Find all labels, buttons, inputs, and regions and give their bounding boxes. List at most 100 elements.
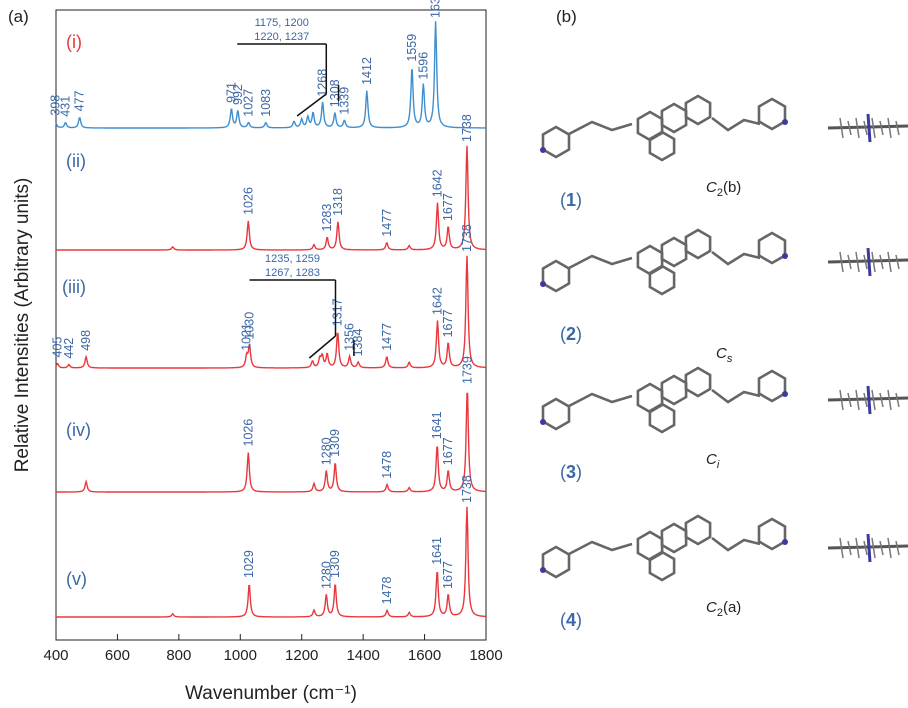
molecule-structure [540, 366, 788, 434]
x-axis-ticks: 400 600 800 1000 1200 1400 1600 1800 [43, 634, 503, 664]
peak-label: 1318 [331, 188, 345, 216]
molecule-ring [757, 517, 787, 551]
nitrogen-atom [782, 253, 788, 259]
side-view-atom [871, 389, 876, 411]
molecule-ring [636, 382, 664, 414]
molecule-structure [540, 228, 788, 296]
panel-b-label: (b) [556, 7, 577, 26]
peak-label: 1677 [441, 437, 455, 465]
side-view-atom [839, 537, 844, 559]
side-view-atom [887, 251, 892, 273]
spectrum-line-4 [56, 392, 486, 493]
molecule-ring [541, 397, 571, 431]
molecule-bond [568, 540, 633, 556]
side-view-atom [839, 251, 844, 273]
peak-label: 405 [51, 337, 65, 358]
molecule-ring [660, 374, 688, 406]
peak-label: 1021 [240, 323, 254, 351]
molecule-structure [540, 94, 788, 162]
group-bracket [308, 335, 336, 359]
nitrogen-atom [782, 539, 788, 545]
x-axis-label: Wavenumber (cm⁻¹) [185, 683, 357, 704]
molecule-structure [540, 514, 788, 582]
side-view-atom [839, 389, 844, 411]
molecule-number-value: 4 [566, 610, 576, 630]
molecule-panel: (1) C2(b) (2) Cs (3) Ci (4) C2(a) [540, 94, 908, 630]
molecule-ring [541, 125, 571, 159]
molecule-ring [541, 259, 571, 293]
peak-label: 1384 [351, 329, 365, 357]
peak-label: 1559 [405, 34, 419, 62]
plot-frame [55, 9, 487, 641]
molecule-number-value: 1 [566, 190, 576, 210]
molecule-ring [684, 514, 712, 546]
peak-label: 1083 [259, 89, 273, 117]
series-label: (iii) [62, 277, 86, 297]
group-label: 1220, 1237 [254, 31, 309, 43]
molecule-bond [711, 250, 761, 266]
peak-label: 1027 [242, 89, 256, 117]
side-view-atom [895, 120, 900, 136]
side-view-atom [839, 117, 844, 139]
peak-label: 442 [62, 338, 76, 359]
peak-label: 971 [224, 82, 238, 103]
molecule-side-view [827, 113, 908, 143]
peak-label: 1641 [430, 411, 444, 439]
side-view-atom [847, 392, 852, 408]
peak-label: 1738 [460, 475, 474, 503]
peak-label: 1642 [431, 169, 445, 197]
side-view-atom [879, 254, 884, 270]
spectrum-line-1 [55, 21, 486, 129]
side-view-atom [855, 117, 860, 139]
molecule-ring [648, 402, 676, 434]
nitrogen-atom [540, 281, 546, 287]
peak-label: 1478 [380, 577, 394, 605]
side-view-atom [879, 540, 884, 556]
molecule-ring [636, 244, 664, 276]
peak-label: 477 [73, 90, 87, 111]
peak-label: 1029 [242, 550, 256, 578]
molecule-ring [757, 97, 787, 131]
side-view-atom [887, 117, 892, 139]
series-label: (iv) [66, 420, 91, 440]
peak-label: 1280 [319, 437, 333, 465]
peak-label: 498 [79, 330, 93, 351]
spectrum-line-3 [55, 255, 486, 369]
molecule-bond [711, 116, 761, 132]
x-tick-label: 1800 [469, 647, 502, 664]
series-label: (ii) [66, 151, 86, 171]
molecule-ring [541, 545, 571, 579]
peak-label: 431 [59, 96, 73, 117]
molecule-ring [648, 130, 676, 162]
peak-label: 1026 [241, 187, 255, 215]
molecule-ring [684, 94, 712, 126]
peak-label: 1026 [241, 419, 255, 447]
molecule-ring [757, 369, 787, 403]
peak-label: 1738 [460, 114, 474, 142]
nitrogen-atom [782, 119, 788, 125]
y-axis-label: Relative Intensities (Arbitrary units) [12, 178, 33, 473]
side-view-atom [871, 117, 876, 139]
peak-label: 1478 [380, 451, 394, 479]
side-view-atom [895, 392, 900, 408]
peak-label: 1309 [328, 550, 342, 578]
side-view-atom [863, 254, 868, 270]
side-view-atom [887, 537, 892, 559]
x-tick-label: 1600 [408, 647, 441, 664]
group-label: 1267, 1283 [265, 267, 320, 279]
side-view-atom [863, 120, 868, 136]
peak-label: 1642 [431, 287, 445, 315]
side-view-nitrogen [866, 247, 872, 277]
peak-label: 1596 [416, 52, 430, 80]
side-view-atom [855, 251, 860, 273]
molecule-bond [568, 120, 633, 136]
panel-a-label: (a) [8, 7, 29, 26]
x-tick-label: 600 [105, 647, 130, 664]
nitrogen-atom [540, 419, 546, 425]
molecule-number: (4) [560, 610, 582, 630]
molecule-bond [711, 536, 761, 552]
molecule-ring [660, 236, 688, 268]
x-tick-label: 800 [166, 647, 191, 664]
